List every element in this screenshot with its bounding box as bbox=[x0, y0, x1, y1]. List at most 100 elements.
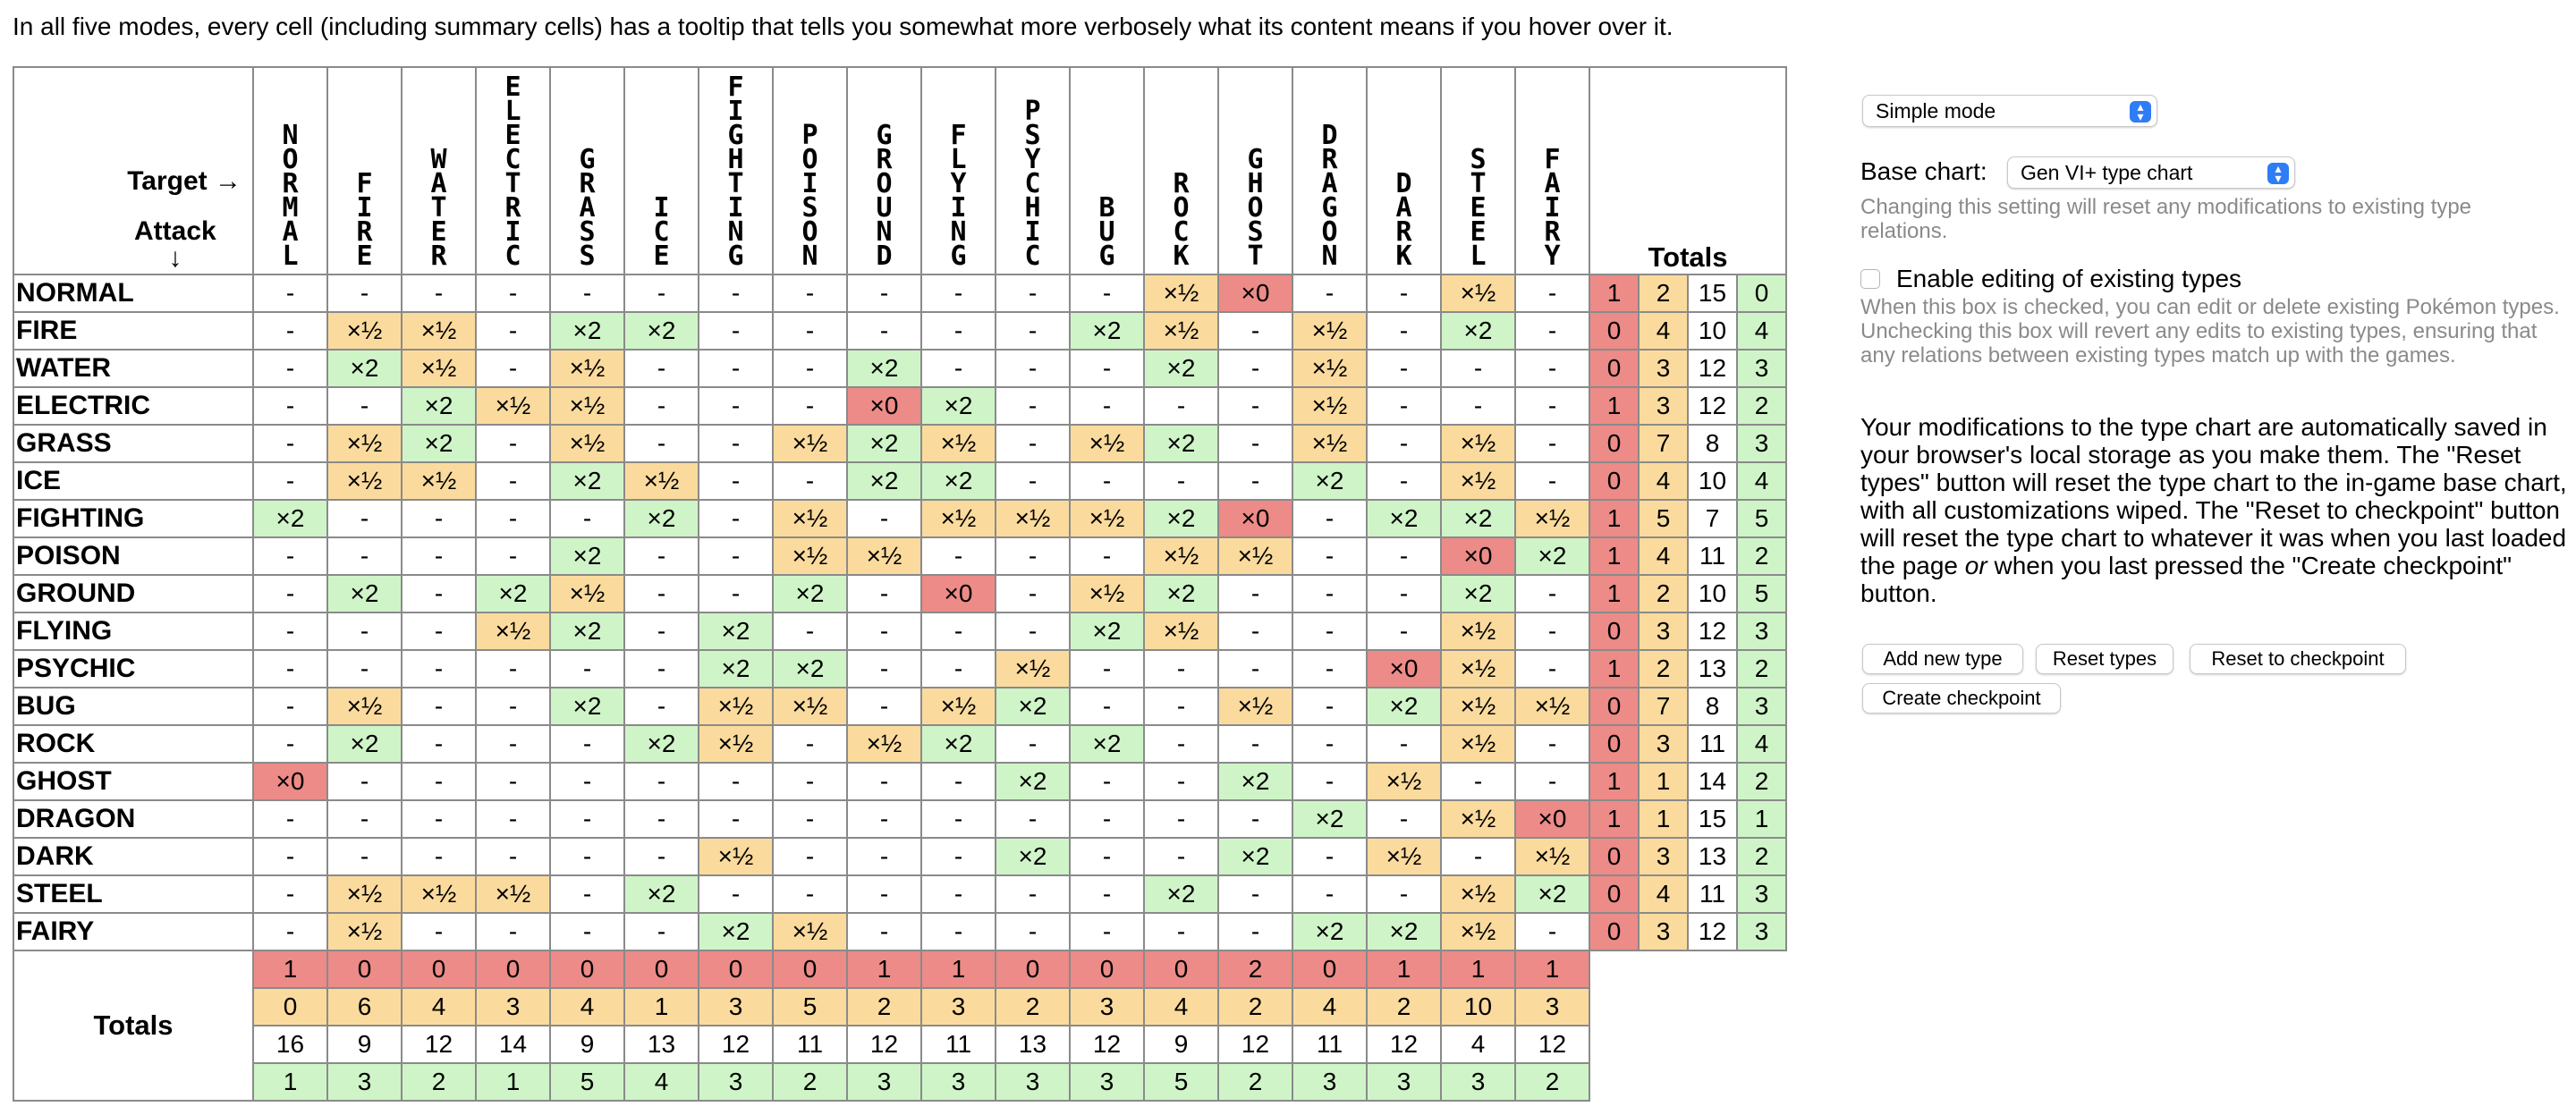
effectiveness-cell[interactable]: - bbox=[1292, 724, 1368, 764]
effectiveness-cell[interactable]: - bbox=[326, 499, 402, 538]
effectiveness-cell[interactable]: ×2 bbox=[920, 724, 996, 764]
effectiveness-cell[interactable]: - bbox=[1366, 424, 1442, 463]
row-total-cell[interactable]: 15 bbox=[1687, 799, 1738, 839]
effectiveness-cell[interactable]: - bbox=[995, 612, 1071, 651]
effectiveness-cell[interactable]: - bbox=[1143, 649, 1219, 688]
effectiveness-cell[interactable]: ×½ bbox=[698, 724, 774, 764]
column-total-cell[interactable]: 3 bbox=[920, 1062, 996, 1102]
row-total-cell[interactable]: 2 bbox=[1736, 386, 1787, 426]
effectiveness-cell[interactable]: - bbox=[995, 724, 1071, 764]
effectiveness-cell[interactable]: - bbox=[1217, 386, 1293, 426]
effectiveness-cell[interactable]: - bbox=[772, 837, 848, 876]
effectiveness-cell[interactable]: ×½ bbox=[549, 386, 625, 426]
effectiveness-cell[interactable]: - bbox=[772, 461, 848, 501]
column-total-cell[interactable]: 2 bbox=[846, 987, 922, 1026]
effectiveness-cell[interactable]: - bbox=[1069, 912, 1145, 951]
row-total-cell[interactable]: 1 bbox=[1589, 499, 1640, 538]
column-total-cell[interactable]: 10 bbox=[1440, 987, 1516, 1026]
effectiveness-cell[interactable]: - bbox=[1440, 349, 1516, 388]
column-total-cell[interactable]: 3 bbox=[698, 1062, 774, 1102]
effectiveness-cell[interactable]: ×½ bbox=[401, 311, 477, 351]
effectiveness-cell[interactable]: - bbox=[623, 574, 699, 613]
effectiveness-cell[interactable]: ×½ bbox=[326, 874, 402, 914]
effectiveness-cell[interactable]: ×2 bbox=[1514, 536, 1590, 576]
effectiveness-cell[interactable]: - bbox=[995, 274, 1071, 313]
row-total-cell[interactable]: 7 bbox=[1638, 687, 1689, 726]
effectiveness-cell[interactable]: - bbox=[1292, 274, 1368, 313]
effectiveness-cell[interactable]: ×½ bbox=[920, 687, 996, 726]
effectiveness-cell[interactable]: - bbox=[1217, 724, 1293, 764]
row-total-cell[interactable]: 11 bbox=[1687, 724, 1738, 764]
column-total-cell[interactable]: 3 bbox=[920, 987, 996, 1026]
effectiveness-cell[interactable]: - bbox=[623, 424, 699, 463]
effectiveness-cell[interactable]: - bbox=[1217, 612, 1293, 651]
effectiveness-cell[interactable]: - bbox=[1366, 274, 1442, 313]
row-total-cell[interactable]: 7 bbox=[1638, 424, 1689, 463]
effectiveness-cell[interactable]: - bbox=[772, 762, 848, 801]
effectiveness-cell[interactable]: - bbox=[475, 424, 551, 463]
row-total-cell[interactable]: 0 bbox=[1589, 311, 1640, 351]
effectiveness-cell[interactable]: - bbox=[772, 799, 848, 839]
effectiveness-cell[interactable]: - bbox=[623, 799, 699, 839]
effectiveness-cell[interactable]: - bbox=[252, 649, 328, 688]
column-total-cell[interactable]: 11 bbox=[1292, 1025, 1368, 1064]
column-total-cell[interactable]: 11 bbox=[772, 1025, 848, 1064]
effectiveness-cell[interactable]: - bbox=[1292, 837, 1368, 876]
effectiveness-cell[interactable]: ×0 bbox=[1366, 649, 1442, 688]
row-total-cell[interactable]: 5 bbox=[1736, 499, 1787, 538]
effectiveness-cell[interactable]: ×0 bbox=[1217, 274, 1293, 313]
row-total-cell[interactable]: 2 bbox=[1736, 649, 1787, 688]
column-total-cell[interactable]: 0 bbox=[475, 950, 551, 989]
effectiveness-cell[interactable]: - bbox=[698, 311, 774, 351]
effectiveness-cell[interactable]: ×½ bbox=[1366, 837, 1442, 876]
row-total-cell[interactable]: 0 bbox=[1589, 424, 1640, 463]
effectiveness-cell[interactable]: - bbox=[623, 649, 699, 688]
row-total-cell[interactable]: 5 bbox=[1638, 499, 1689, 538]
effectiveness-cell[interactable]: ×½ bbox=[698, 837, 774, 876]
column-total-cell[interactable]: 0 bbox=[1292, 950, 1368, 989]
effectiveness-cell[interactable]: - bbox=[846, 499, 922, 538]
effectiveness-cell[interactable]: ×2 bbox=[549, 461, 625, 501]
effectiveness-cell[interactable]: - bbox=[1069, 536, 1145, 576]
effectiveness-cell[interactable]: ×½ bbox=[1292, 349, 1368, 388]
effectiveness-cell[interactable]: ×½ bbox=[1440, 874, 1516, 914]
effectiveness-cell[interactable]: ×2 bbox=[698, 612, 774, 651]
effectiveness-cell[interactable]: - bbox=[623, 612, 699, 651]
effectiveness-cell[interactable]: - bbox=[1440, 762, 1516, 801]
effectiveness-cell[interactable]: - bbox=[1069, 274, 1145, 313]
column-total-cell[interactable]: 3 bbox=[475, 987, 551, 1026]
column-total-cell[interactable]: 0 bbox=[623, 950, 699, 989]
row-total-cell[interactable]: 4 bbox=[1736, 724, 1787, 764]
effectiveness-cell[interactable]: - bbox=[920, 274, 996, 313]
effectiveness-cell[interactable]: - bbox=[1292, 649, 1368, 688]
effectiveness-cell[interactable]: ×2 bbox=[995, 762, 1071, 801]
effectiveness-cell[interactable]: - bbox=[401, 799, 477, 839]
row-total-cell[interactable]: 3 bbox=[1736, 349, 1787, 388]
effectiveness-cell[interactable]: ×0 bbox=[1217, 499, 1293, 538]
effectiveness-cell[interactable]: - bbox=[1366, 612, 1442, 651]
row-total-cell[interactable]: 2 bbox=[1736, 837, 1787, 876]
column-total-cell[interactable]: 0 bbox=[995, 950, 1071, 989]
row-total-cell[interactable]: 8 bbox=[1687, 687, 1738, 726]
effectiveness-cell[interactable]: ×2 bbox=[920, 386, 996, 426]
effectiveness-cell[interactable]: ×½ bbox=[1292, 311, 1368, 351]
effectiveness-cell[interactable]: ×2 bbox=[623, 724, 699, 764]
effectiveness-cell[interactable]: - bbox=[995, 912, 1071, 951]
effectiveness-cell[interactable]: ×2 bbox=[1069, 724, 1145, 764]
effectiveness-cell[interactable]: - bbox=[1366, 574, 1442, 613]
edit-types-toggle[interactable]: Enable editing of existing types bbox=[1860, 265, 2241, 293]
effectiveness-cell[interactable]: - bbox=[1292, 612, 1368, 651]
effectiveness-cell[interactable]: ×2 bbox=[326, 349, 402, 388]
effectiveness-cell[interactable]: ×½ bbox=[326, 311, 402, 351]
effectiveness-cell[interactable]: ×2 bbox=[623, 874, 699, 914]
effectiveness-cell[interactable]: - bbox=[1514, 649, 1590, 688]
effectiveness-cell[interactable]: - bbox=[252, 536, 328, 576]
effectiveness-cell[interactable]: ×½ bbox=[995, 649, 1071, 688]
row-total-cell[interactable]: 10 bbox=[1687, 311, 1738, 351]
effectiveness-cell[interactable]: ×½ bbox=[1292, 386, 1368, 426]
effectiveness-cell[interactable]: ×2 bbox=[846, 424, 922, 463]
effectiveness-cell[interactable]: - bbox=[623, 762, 699, 801]
effectiveness-cell[interactable]: - bbox=[920, 536, 996, 576]
effectiveness-cell[interactable]: ×2 bbox=[549, 687, 625, 726]
effectiveness-cell[interactable]: - bbox=[475, 536, 551, 576]
